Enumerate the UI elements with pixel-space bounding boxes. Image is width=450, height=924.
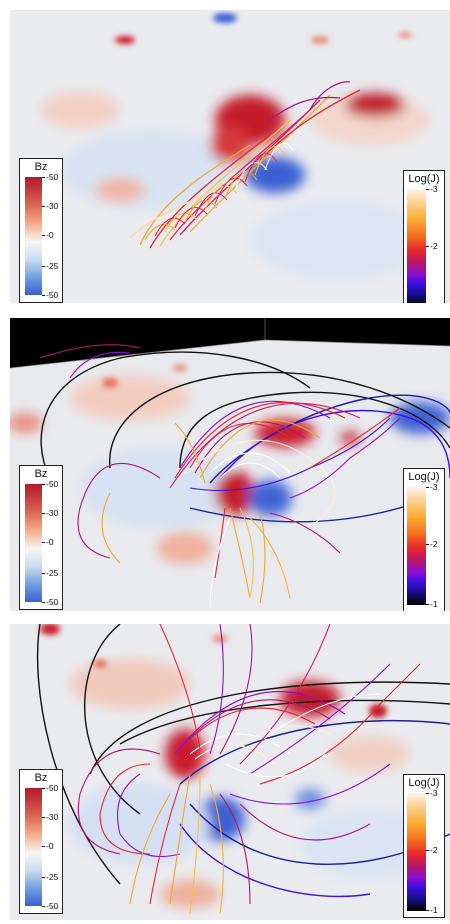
- logj-tick-label: -2: [426, 539, 438, 549]
- logj-colorbar-title: Log(J): [408, 777, 440, 789]
- bz-tick-label: -0: [42, 841, 54, 851]
- bz-tick-label: -50: [42, 783, 58, 793]
- logj-colorbar: Log(J) -3 -2 -1: [403, 468, 445, 611]
- render-panel-bottom: Bz -50 -30 -0 -25 -50 Log(J) -3 -2 -1: [10, 624, 450, 920]
- logj-tick-label: -1: [426, 599, 438, 609]
- bz-colorbar: Bz -50 -30 -0 -25 -50: [19, 158, 63, 303]
- bz-tick-label: -30: [42, 508, 58, 518]
- bz-tick-label: -0: [42, 230, 54, 240]
- bz-colorbar: Bz -50 -30 -0 -25 -50: [19, 465, 63, 610]
- render-panel-top: Bz -50 -30 -0 -25 -50 Log(J) -3 -2 -1: [10, 10, 450, 303]
- logj-tick-label: -1: [426, 301, 438, 303]
- bz-tick-label: -50: [42, 290, 58, 300]
- logj-tick-label: -2: [426, 241, 438, 251]
- bz-colorbar: Bz -50 -30 -0 -25 -50: [19, 769, 63, 914]
- bz-colorbar-title: Bz: [34, 772, 48, 784]
- bz-tick-label: -25: [42, 568, 58, 578]
- bz-colorbar-gradient: [25, 484, 42, 602]
- bz-tick-label: -30: [42, 812, 58, 822]
- field-line-render: [10, 624, 450, 920]
- bz-tick-label: -50: [42, 479, 58, 489]
- render-panel-middle: Bz -50 -30 -0 -25 -50 Log(J) -3 -2 -1: [10, 318, 450, 611]
- logj-tick-label: -3: [426, 482, 438, 492]
- bz-colorbar-title: Bz: [34, 161, 48, 173]
- logj-colorbar: Log(J) -3 -2 -1: [403, 170, 445, 303]
- logj-tick-label: -1: [426, 905, 438, 915]
- logj-tick-label: -3: [426, 788, 438, 798]
- bz-tick-label: -30: [42, 201, 58, 211]
- logj-tick-label: -3: [426, 184, 438, 194]
- logj-colorbar-title: Log(J): [408, 173, 440, 185]
- bz-tick-label: -25: [42, 261, 58, 271]
- logj-colorbar: Log(J) -3 -2 -1: [403, 774, 445, 918]
- field-line-render: [10, 318, 450, 611]
- bz-tick-label: -0: [42, 537, 54, 547]
- logj-colorbar-title: Log(J): [408, 471, 440, 483]
- bz-colorbar-gradient: [25, 788, 42, 906]
- bz-colorbar-title: Bz: [34, 468, 48, 480]
- bz-tick-label: -50: [42, 901, 58, 911]
- bz-tick-label: -50: [42, 172, 58, 182]
- field-line-render: [10, 10, 450, 303]
- logj-colorbar-gradient: [407, 487, 426, 605]
- bz-tick-label: -50: [42, 597, 58, 607]
- bz-colorbar-gradient: [25, 177, 42, 295]
- bz-tick-label: -25: [42, 872, 58, 882]
- logj-tick-label: -2: [426, 845, 438, 855]
- logj-colorbar-gradient: [407, 793, 426, 911]
- logj-colorbar-gradient: [407, 189, 426, 303]
